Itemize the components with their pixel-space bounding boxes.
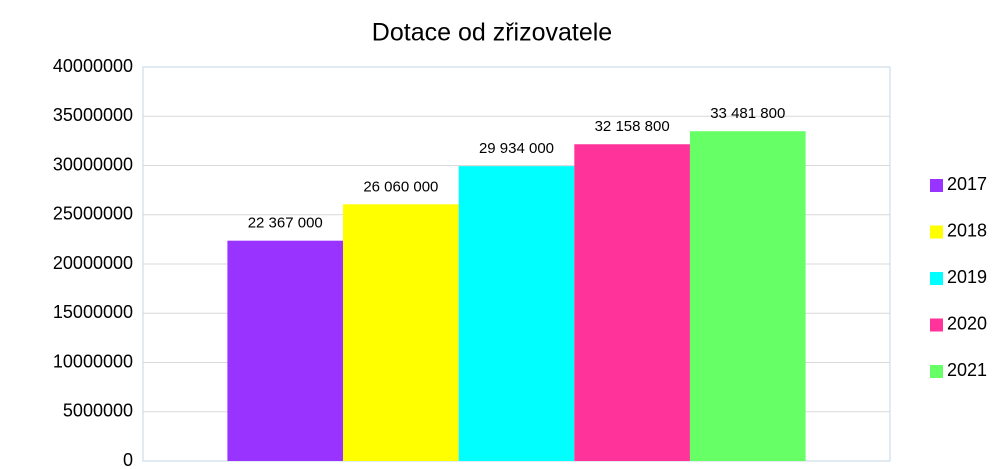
legend-swatch <box>930 179 943 192</box>
y-tick-label: 20000000 <box>53 253 133 273</box>
data-label: 22 367 000 <box>248 215 323 232</box>
legend-label: 2020 <box>947 313 987 333</box>
data-label: 33 481 800 <box>710 105 785 122</box>
y-tick-label: 10000000 <box>53 351 133 371</box>
y-tick-label: 40000000 <box>53 56 133 76</box>
legend-swatch <box>930 272 943 285</box>
y-tick-label: 0 <box>123 450 133 469</box>
legend-label: 2017 <box>947 174 987 194</box>
chart-title: Dotace od zřizovatele <box>372 19 612 47</box>
legend-label: 2021 <box>947 360 987 380</box>
legend-label: 2019 <box>947 267 987 287</box>
bar <box>689 131 806 461</box>
bar <box>343 204 459 461</box>
data-label: 26 060 000 <box>363 178 438 195</box>
legend-swatch <box>930 225 943 239</box>
y-tick-label: 15000000 <box>53 302 133 322</box>
y-tick-label: 5000000 <box>63 401 133 421</box>
y-tick-label: 25000000 <box>53 204 133 224</box>
legend-swatch <box>930 318 943 332</box>
bar <box>458 166 575 462</box>
bar <box>574 144 690 461</box>
data-label: 32 158 800 <box>595 118 670 135</box>
legend-label: 2018 <box>947 220 987 240</box>
legend-swatch <box>930 365 943 378</box>
y-tick-label: 35000000 <box>53 105 133 125</box>
bar <box>227 240 344 461</box>
y-tick-label: 30000000 <box>53 154 133 174</box>
data-label: 29 934 000 <box>479 140 554 157</box>
